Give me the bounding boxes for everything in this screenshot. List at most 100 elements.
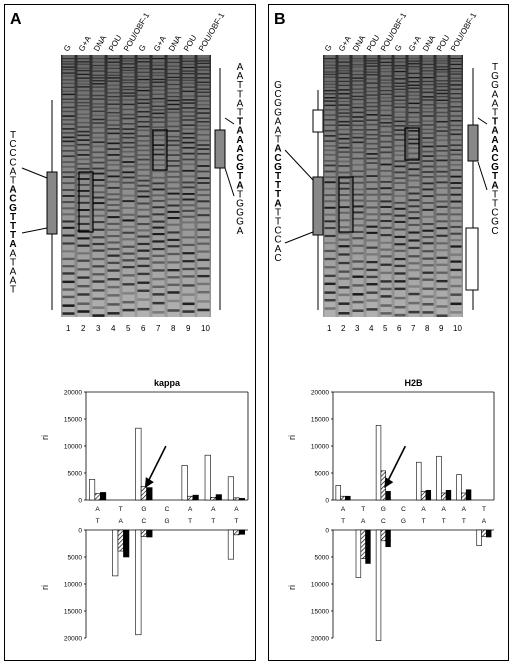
gel-band bbox=[77, 189, 90, 192]
gel-band bbox=[436, 170, 448, 173]
gel-band bbox=[394, 272, 406, 275]
gel-band bbox=[107, 124, 120, 126]
gel-band bbox=[122, 238, 135, 241]
sequence-base: A bbox=[275, 126, 282, 137]
gel-band bbox=[197, 152, 210, 155]
gel-band bbox=[182, 132, 195, 135]
gel-band bbox=[92, 236, 105, 239]
gel-band bbox=[122, 95, 135, 97]
bar bbox=[380, 529, 387, 542]
gel-band bbox=[338, 108, 350, 111]
gel-band bbox=[436, 58, 448, 60]
chart-kappa: kappa ri ri 20000 15000 10000 5000 0 0 5000 10000 1… bbox=[40, 378, 249, 643]
sequence-base: T bbox=[10, 130, 16, 141]
gel-band bbox=[436, 145, 448, 148]
gel-band bbox=[122, 171, 135, 174]
gel-band bbox=[450, 60, 462, 62]
gel-band bbox=[62, 119, 75, 121]
gel-band bbox=[394, 129, 406, 131]
gel-band bbox=[152, 182, 165, 185]
gel-band bbox=[324, 234, 336, 238]
gel-band bbox=[408, 277, 420, 280]
gel-band bbox=[107, 269, 120, 272]
gel-band bbox=[182, 215, 195, 218]
gel-lane bbox=[152, 55, 165, 317]
y-tick-label: 5000 bbox=[68, 471, 83, 478]
gel-band bbox=[436, 242, 448, 245]
gel-band bbox=[450, 253, 462, 256]
gel-band bbox=[137, 65, 150, 67]
gel-band bbox=[436, 102, 448, 105]
gel-band bbox=[182, 158, 195, 161]
gel-band bbox=[197, 139, 210, 142]
gel-band bbox=[436, 83, 448, 85]
gel-band bbox=[380, 114, 392, 117]
sequence-base: A bbox=[275, 116, 282, 127]
gel-band bbox=[182, 243, 195, 247]
gel-band bbox=[436, 296, 448, 300]
sequence-base: T bbox=[237, 189, 243, 200]
gel-band bbox=[352, 175, 364, 178]
gel-band bbox=[352, 260, 364, 263]
gel-band bbox=[338, 194, 350, 196]
y-tick-label: 15000 bbox=[64, 417, 82, 424]
gel-band bbox=[436, 175, 448, 178]
gel-band bbox=[422, 165, 434, 168]
gel-band bbox=[92, 297, 105, 301]
gel-band bbox=[380, 118, 392, 120]
bar bbox=[440, 492, 447, 501]
gel-band bbox=[62, 101, 75, 104]
lane-header: DNA bbox=[167, 33, 184, 53]
sequence-base: A bbox=[492, 98, 499, 109]
gel-band bbox=[62, 132, 75, 134]
sequence-base: A bbox=[236, 144, 243, 155]
gel-band bbox=[92, 136, 105, 139]
lane-number: 1 bbox=[66, 324, 71, 333]
gel-band bbox=[122, 132, 135, 135]
gel-band bbox=[182, 267, 195, 271]
gel-band bbox=[422, 63, 434, 65]
panel-label-a: A bbox=[10, 11, 22, 28]
gel-band bbox=[324, 140, 336, 142]
gel-band bbox=[92, 172, 105, 175]
gel-lane bbox=[352, 55, 364, 317]
gel-band bbox=[182, 90, 195, 93]
gel-band bbox=[394, 154, 406, 157]
gel-band bbox=[324, 73, 336, 76]
gel-band bbox=[324, 266, 336, 269]
gel-band bbox=[366, 94, 378, 96]
gel-band bbox=[352, 188, 364, 191]
sequence-base: T bbox=[237, 171, 243, 182]
strand-label: A bbox=[482, 518, 487, 525]
gel-band bbox=[450, 58, 462, 60]
gel-band bbox=[380, 79, 392, 81]
lane-number: 8 bbox=[425, 324, 430, 333]
gel-band bbox=[92, 90, 105, 92]
gel-band bbox=[197, 207, 210, 210]
gel-band bbox=[137, 75, 150, 77]
gel-band bbox=[62, 106, 75, 109]
gel-lane bbox=[182, 55, 195, 317]
gel-band bbox=[197, 148, 210, 150]
gel-band bbox=[152, 116, 165, 119]
y-tick-label: 15000 bbox=[64, 609, 82, 616]
gel-band bbox=[324, 274, 336, 278]
gel-band bbox=[338, 293, 350, 297]
gel-band bbox=[182, 141, 195, 144]
sequence-base: A bbox=[236, 126, 243, 137]
gel-band bbox=[107, 228, 120, 231]
sequence-base: A bbox=[10, 166, 17, 177]
gel-band bbox=[338, 128, 350, 131]
gel-band bbox=[137, 289, 150, 292]
lane-header: G bbox=[323, 43, 334, 53]
gel-band bbox=[394, 144, 406, 147]
gel-band bbox=[107, 80, 120, 82]
gel-band bbox=[92, 114, 105, 117]
sequence-base: G bbox=[274, 107, 282, 118]
gel-band bbox=[338, 58, 350, 60]
gel-band bbox=[422, 99, 434, 101]
gel-band bbox=[352, 217, 364, 220]
gel-lane bbox=[62, 55, 75, 317]
gel-band bbox=[122, 181, 135, 184]
gel-band bbox=[77, 268, 90, 271]
